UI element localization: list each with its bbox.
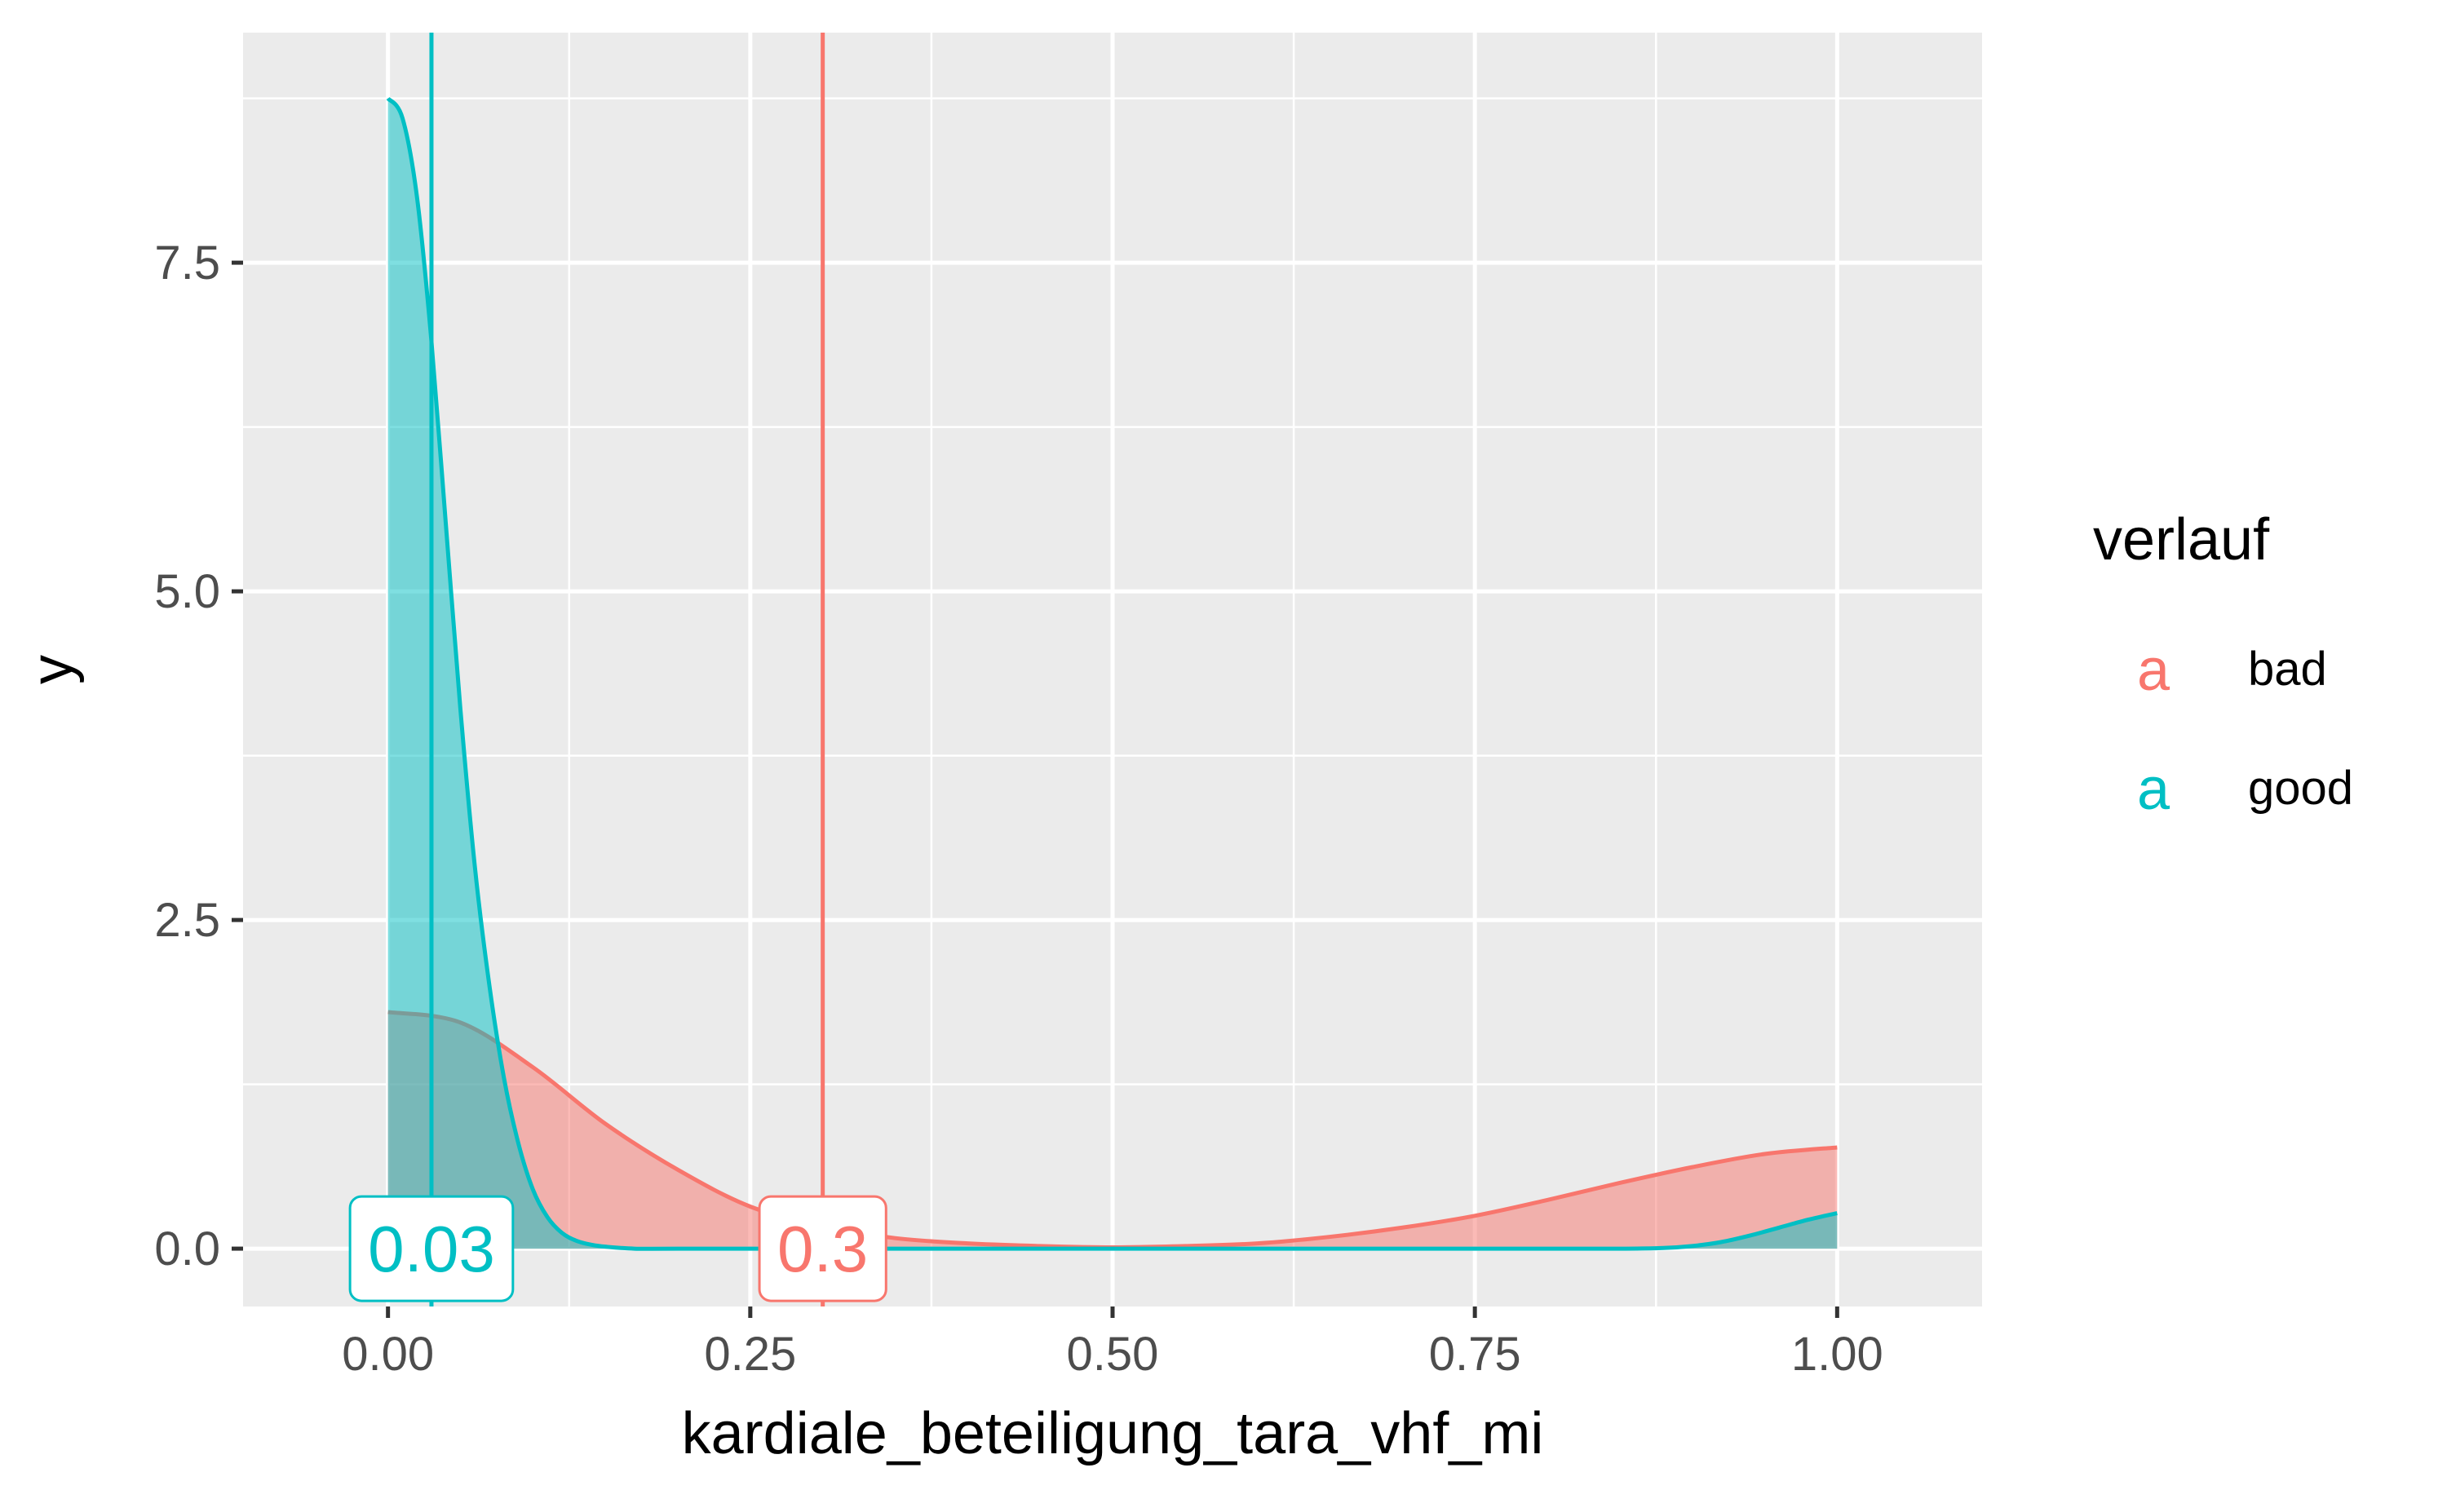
mean-lines <box>429 33 825 1306</box>
legend-label-bad: bad <box>2248 643 2327 696</box>
mean-label-bad: 0.3 <box>758 1195 887 1302</box>
legend-title: verlauf <box>2093 507 2270 573</box>
density-line-good <box>386 96 1838 1251</box>
legend-key-good: a <box>2137 757 2170 822</box>
x-tick-label: 0.00 <box>342 1328 434 1381</box>
mean-label-box-bad <box>758 1195 887 1302</box>
axes: kardiale_beteiligung_tara_vhf_mi y 0.00 0… <box>20 237 1883 1466</box>
x-tick-label: 0.25 <box>704 1328 796 1381</box>
y-tick-label: 2.5 <box>154 894 220 947</box>
mean-labels: 0.3 0.03 <box>348 1195 887 1302</box>
mean-label-box-good <box>348 1195 515 1302</box>
y-tick-label: 7.5 <box>154 237 220 290</box>
y-tick-label: 0.0 <box>154 1222 220 1275</box>
legend-label-good: good <box>2248 762 2353 815</box>
mean-label-text-bad: 0.3 <box>777 1213 868 1285</box>
x-tick-label: 1.00 <box>1791 1328 1883 1381</box>
legend: verlauf a bad a good <box>2093 507 2353 822</box>
mean-label-good: 0.03 <box>348 1195 515 1302</box>
x-axis-title: kardiale_beteiligung_tara_vhf_mi <box>682 1401 1544 1466</box>
mean-label-text-good: 0.03 <box>368 1213 495 1285</box>
x-tick-label: 0.75 <box>1429 1328 1521 1381</box>
y-tick-label: 5.0 <box>154 565 220 618</box>
x-tick-label: 0.50 <box>1067 1328 1159 1381</box>
density-series <box>386 96 1838 1251</box>
legend-key-bad: a <box>2137 638 2170 703</box>
y-axis-title: y <box>20 655 85 684</box>
